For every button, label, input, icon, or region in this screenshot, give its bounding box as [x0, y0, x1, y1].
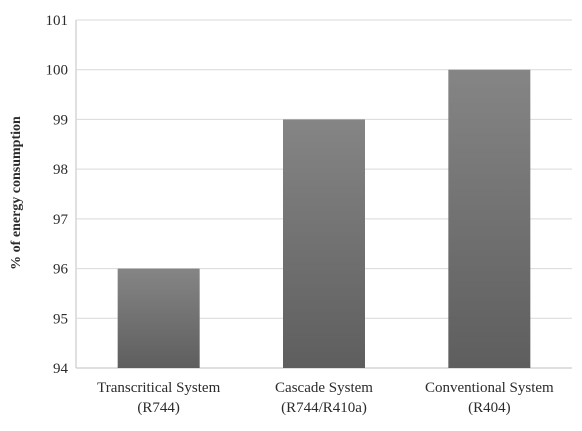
x-category-sublabel: (R404): [468, 400, 511, 416]
y-tick-label: 98: [53, 162, 68, 178]
y-tick-label: 97: [53, 212, 69, 228]
y-axis-ticks: 94 95 96 97 98 99 100 101: [46, 13, 69, 377]
x-category-label: Cascade System: [275, 380, 373, 396]
bars: [117, 69, 531, 368]
y-tick-label: 100: [46, 63, 69, 79]
bar: [283, 119, 365, 368]
y-tick-label: 95: [53, 311, 68, 327]
y-tick-label: 99: [53, 112, 68, 128]
bar: [117, 268, 200, 368]
y-tick-label: 96: [53, 262, 69, 278]
y-axis-title: % of energy consumption: [9, 116, 24, 270]
x-axis-labels: Transcritical System (R744) Cascade System…: [97, 380, 554, 416]
x-category-label: Transcritical System: [97, 380, 221, 396]
y-tick-label: 101: [46, 13, 69, 29]
x-category-sublabel: (R744/R410a): [281, 400, 367, 416]
y-tick-label: 94: [53, 361, 69, 377]
bar: [448, 69, 531, 368]
x-category-sublabel: (R744): [137, 400, 180, 416]
x-category-label: Conventional System: [425, 380, 554, 396]
